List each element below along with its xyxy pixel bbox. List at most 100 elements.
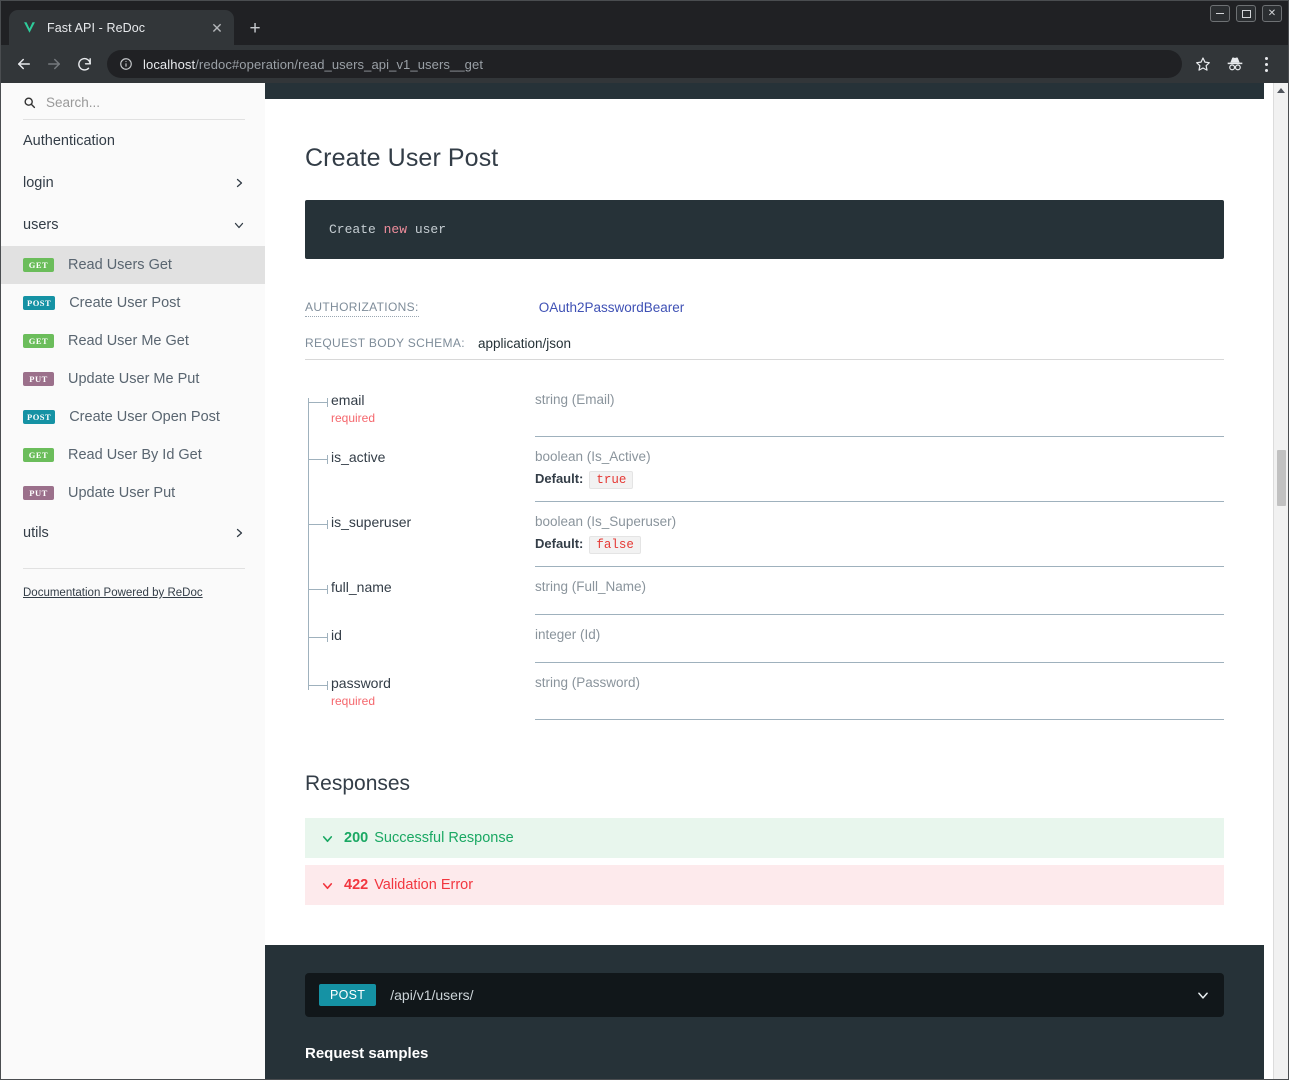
method-badge: PUT (23, 486, 54, 500)
fastapi-v-icon (21, 19, 38, 36)
sidebar-item-update-user-me-put[interactable]: PUT Update User Me Put (1, 360, 265, 398)
responses-heading: Responses (305, 772, 411, 795)
method-badge: GET (23, 448, 54, 462)
sidebar-item-update-user-put[interactable]: PUT Update User Put (1, 474, 265, 512)
reload-icon[interactable] (69, 49, 99, 79)
response-text: Successful Response (374, 830, 514, 846)
field-name: email (331, 392, 365, 408)
sidebar-item-read-users-get[interactable]: GET Read Users Get (1, 246, 265, 284)
method-badge: POST (23, 410, 56, 424)
endpoint-method-badge: POST (319, 984, 377, 1006)
schema-fields: email required string (Email) is_active (305, 380, 1224, 720)
back-arrow-icon[interactable] (9, 49, 39, 79)
authorizations-row: AUTHORIZATIONS: OAuth2PasswordBearer (305, 300, 1224, 317)
redoc-main: Create User Post Create new user AUTHORI… (265, 83, 1288, 1079)
field-default-value: true (589, 471, 634, 489)
maximize-button[interactable] (1236, 5, 1256, 22)
sidebar-item-label: Update User Put (68, 485, 176, 501)
field-name: is_superuser (331, 514, 412, 530)
kebab-menu-icon[interactable] (1252, 49, 1280, 79)
schema-field-full-name: full_name string (Full_Name) (305, 567, 1224, 615)
field-name: full_name (331, 579, 392, 595)
field-default-label: Default: (535, 536, 584, 551)
chevron-down-icon[interactable] (1196, 988, 1210, 1002)
sidebar-group-authentication[interactable]: Authentication (1, 120, 265, 162)
url-bar[interactable]: localhost/redoc#operation/read_users_api… (107, 50, 1182, 78)
tree-guide-line (308, 402, 309, 685)
request-body-schema-label: REQUEST BODY SCHEMA: (305, 336, 465, 350)
sidebar-item-create-user-post[interactable]: POST Create User Post (1, 284, 265, 322)
endpoint-bar[interactable]: POST /api/v1/users/ (305, 973, 1224, 1017)
sidebar-item-create-user-open-post[interactable]: POST Create User Open Post (1, 398, 265, 436)
field-type: string (Full_Name) (535, 579, 647, 594)
url-path: /redoc#operation/read_users_api_v1_users… (195, 56, 484, 72)
tree-branch (308, 455, 328, 464)
tab-title: Fast API - ReDoc (47, 20, 146, 35)
schema-field-is-active: is_active boolean (Is_Active) Default: tr… (305, 437, 1224, 502)
field-required: required (331, 411, 376, 425)
close-window-button[interactable]: ✕ (1262, 5, 1282, 22)
browser-tab[interactable]: Fast API - ReDoc ✕ (9, 10, 234, 45)
chevron-right-icon (233, 527, 245, 539)
tree-branch (308, 585, 328, 594)
search-row (23, 95, 245, 120)
sidebar-group-utils[interactable]: utils (1, 512, 265, 554)
scrollbar-up-arrow[interactable] (1274, 83, 1288, 98)
url-host: localhost (143, 56, 196, 72)
authorizations-label: AUTHORIZATIONS: (305, 300, 419, 317)
page-scrollbar[interactable] (1273, 83, 1288, 1079)
sidebar-item-read-user-by-id-get[interactable]: GET Read User By Id Get (1, 436, 265, 474)
field-name: password (331, 675, 391, 691)
star-icon[interactable] (1188, 49, 1218, 79)
field-required: required (331, 694, 376, 708)
response-code: 422 (344, 877, 369, 893)
doc-content: Create User Post Create new user AUTHORI… (265, 144, 1288, 1079)
previous-panel-edge (265, 83, 1264, 99)
field-default-value: false (589, 536, 641, 554)
incognito-hat-icon[interactable] (1218, 49, 1252, 79)
response-200[interactable]: 200 Successful Response (305, 818, 1224, 858)
response-422[interactable]: 422 Validation Error (305, 865, 1224, 905)
search-input[interactable] (46, 95, 245, 110)
url-text: localhost/redoc#operation/read_users_api… (143, 57, 483, 72)
desc-post: user (407, 222, 447, 237)
request-body-schema-row: REQUEST BODY SCHEMA: application/json (305, 336, 1224, 360)
redoc-credit-link[interactable]: Documentation Powered by ReDoc (23, 587, 203, 599)
authorizations-value-link[interactable]: OAuth2PasswordBearer (538, 300, 685, 315)
field-type: boolean (Is_Active) (535, 449, 651, 464)
close-icon[interactable]: ✕ (211, 19, 223, 36)
chevron-down-icon (233, 219, 245, 231)
operation-description-code: Create new user (305, 200, 1224, 259)
tree-branch (308, 520, 328, 529)
chevron-right-icon (233, 177, 245, 189)
search-icon (23, 96, 37, 109)
chevron-down-icon (321, 879, 334, 892)
field-default-label: Default: (535, 471, 584, 486)
sidebar-group-users[interactable]: users (1, 204, 265, 246)
scrollbar-thumb[interactable] (1277, 450, 1286, 506)
minimize-button[interactable] (1210, 5, 1230, 22)
method-badge: GET (23, 334, 54, 348)
page-title: Create User Post (305, 144, 499, 172)
field-type: string (Password) (535, 675, 641, 690)
method-badge: POST (23, 296, 56, 310)
request-samples-title: Request samples (305, 1045, 429, 1062)
sidebar-item-label: Create User Post (69, 295, 181, 311)
method-badge: GET (23, 258, 54, 272)
sidebar-item-read-user-me-get[interactable]: GET Read User Me Get (1, 322, 265, 360)
forward-arrow-icon[interactable] (39, 49, 69, 79)
tree-branch (308, 633, 328, 642)
sidebar-group-login[interactable]: login (1, 162, 265, 204)
address-bar: localhost/redoc#operation/read_users_api… (1, 45, 1288, 83)
site-info-icon[interactable] (117, 55, 135, 73)
sidebar-item-label: Read User By Id Get (68, 447, 202, 463)
endpoint-path: /api/v1/users/ (390, 987, 474, 1003)
sidebar-item-label: Read User Me Get (68, 333, 189, 349)
request-body-schema-value: application/json (477, 336, 572, 351)
powered-by-row: Documentation Powered by ReDoc (23, 568, 245, 599)
response-text: Validation Error (374, 877, 474, 893)
new-tab-button[interactable]: + (249, 17, 261, 39)
sidebar-group-label: Authentication (23, 133, 115, 149)
field-type: string (Email) (535, 392, 615, 407)
